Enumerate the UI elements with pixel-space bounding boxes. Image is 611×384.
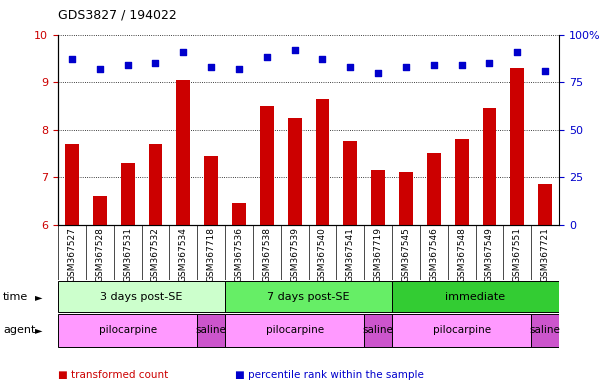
Bar bbox=[65, 144, 79, 225]
Bar bbox=[399, 172, 413, 225]
Text: GSM367531: GSM367531 bbox=[123, 227, 132, 282]
Point bbox=[150, 60, 160, 66]
Bar bbox=[364, 314, 392, 347]
Text: immediate: immediate bbox=[445, 291, 506, 302]
Text: ►: ► bbox=[35, 291, 43, 302]
Bar bbox=[483, 108, 496, 225]
Bar bbox=[58, 281, 225, 312]
Bar bbox=[538, 184, 552, 225]
Bar bbox=[58, 314, 197, 347]
Point bbox=[234, 66, 244, 72]
Bar bbox=[260, 106, 274, 225]
Text: GSM367546: GSM367546 bbox=[430, 227, 438, 282]
Text: GSM367721: GSM367721 bbox=[541, 227, 550, 282]
Point bbox=[67, 56, 77, 62]
Text: GSM367528: GSM367528 bbox=[95, 227, 104, 282]
Bar bbox=[315, 99, 329, 225]
Text: saline: saline bbox=[196, 325, 227, 335]
Point bbox=[123, 62, 133, 68]
Point bbox=[178, 49, 188, 55]
Text: GSM367719: GSM367719 bbox=[374, 227, 382, 282]
Text: agent: agent bbox=[3, 325, 35, 335]
Text: pilocarpine: pilocarpine bbox=[266, 325, 324, 335]
Text: 3 days post-SE: 3 days post-SE bbox=[100, 291, 183, 302]
Text: GSM367534: GSM367534 bbox=[179, 227, 188, 282]
Point bbox=[485, 60, 494, 66]
Text: GSM367545: GSM367545 bbox=[401, 227, 411, 282]
Bar bbox=[93, 196, 107, 225]
Bar bbox=[121, 163, 134, 225]
Bar bbox=[197, 314, 225, 347]
Text: ■ transformed count: ■ transformed count bbox=[58, 370, 168, 380]
Bar bbox=[148, 144, 163, 225]
Point bbox=[345, 64, 355, 70]
Text: GSM367538: GSM367538 bbox=[262, 227, 271, 282]
Point bbox=[540, 68, 550, 74]
Text: 7 days post-SE: 7 days post-SE bbox=[267, 291, 350, 302]
Bar bbox=[343, 141, 357, 225]
Point bbox=[290, 47, 299, 53]
Point bbox=[457, 62, 467, 68]
Text: GSM367527: GSM367527 bbox=[67, 227, 76, 282]
Bar bbox=[392, 314, 531, 347]
Text: time: time bbox=[3, 291, 28, 302]
Text: GDS3827 / 194022: GDS3827 / 194022 bbox=[58, 8, 177, 21]
Text: GSM367540: GSM367540 bbox=[318, 227, 327, 282]
Point bbox=[401, 64, 411, 70]
Text: GSM367539: GSM367539 bbox=[290, 227, 299, 282]
Point bbox=[318, 56, 327, 62]
Point bbox=[207, 64, 216, 70]
Text: saline: saline bbox=[530, 325, 560, 335]
Bar bbox=[232, 203, 246, 225]
Bar bbox=[392, 281, 559, 312]
Text: saline: saline bbox=[363, 325, 393, 335]
Bar bbox=[225, 314, 364, 347]
Text: GSM367718: GSM367718 bbox=[207, 227, 216, 282]
Point bbox=[373, 70, 383, 76]
Bar bbox=[288, 118, 302, 225]
Text: ►: ► bbox=[35, 325, 43, 335]
Text: GSM367541: GSM367541 bbox=[346, 227, 355, 282]
Text: GSM367536: GSM367536 bbox=[235, 227, 243, 282]
Point bbox=[429, 62, 439, 68]
Text: GSM367548: GSM367548 bbox=[457, 227, 466, 282]
Point bbox=[513, 49, 522, 55]
Bar bbox=[225, 281, 392, 312]
Bar bbox=[371, 170, 385, 225]
Point bbox=[95, 66, 104, 72]
Text: pilocarpine: pilocarpine bbox=[433, 325, 491, 335]
Text: ■ percentile rank within the sample: ■ percentile rank within the sample bbox=[235, 370, 424, 380]
Text: GSM367532: GSM367532 bbox=[151, 227, 160, 282]
Bar bbox=[510, 68, 524, 225]
Text: pilocarpine: pilocarpine bbox=[98, 325, 156, 335]
Text: GSM367549: GSM367549 bbox=[485, 227, 494, 282]
Bar bbox=[455, 139, 469, 225]
Bar bbox=[531, 314, 559, 347]
Text: GSM367551: GSM367551 bbox=[513, 227, 522, 282]
Point bbox=[262, 54, 272, 60]
Bar bbox=[177, 80, 190, 225]
Bar bbox=[204, 156, 218, 225]
Bar bbox=[427, 153, 441, 225]
